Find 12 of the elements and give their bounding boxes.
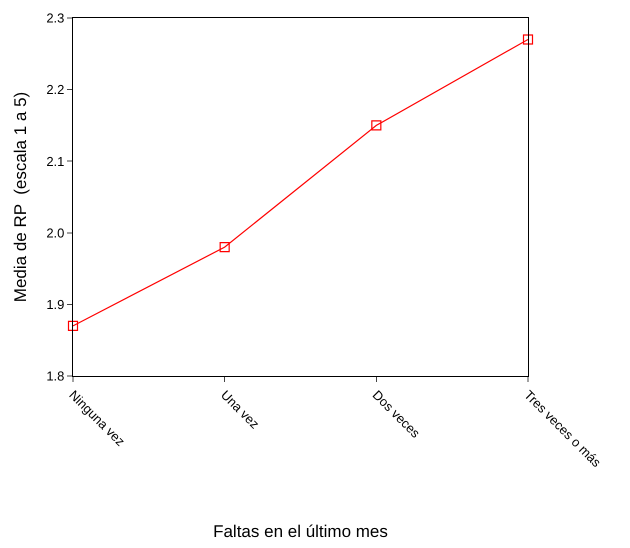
point bbox=[371, 120, 382, 130]
y-axis-title: Media de RP (escala 1 a 5) bbox=[10, 92, 30, 302]
y-tick-label: 2.2 bbox=[46, 82, 64, 98]
y-tick-label: 2.0 bbox=[46, 225, 64, 240]
y-tick-label: 1.9 bbox=[46, 296, 64, 312]
y-tick-label: 2.3 bbox=[46, 10, 64, 26]
point bbox=[522, 34, 534, 45]
x-axis-title: Faltas en el último mes bbox=[213, 522, 388, 541]
point bbox=[68, 320, 78, 331]
y-tick-label: 1.8 bbox=[46, 368, 64, 384]
point bbox=[220, 242, 230, 252]
y-tick-label: 2.1 bbox=[46, 154, 64, 169]
